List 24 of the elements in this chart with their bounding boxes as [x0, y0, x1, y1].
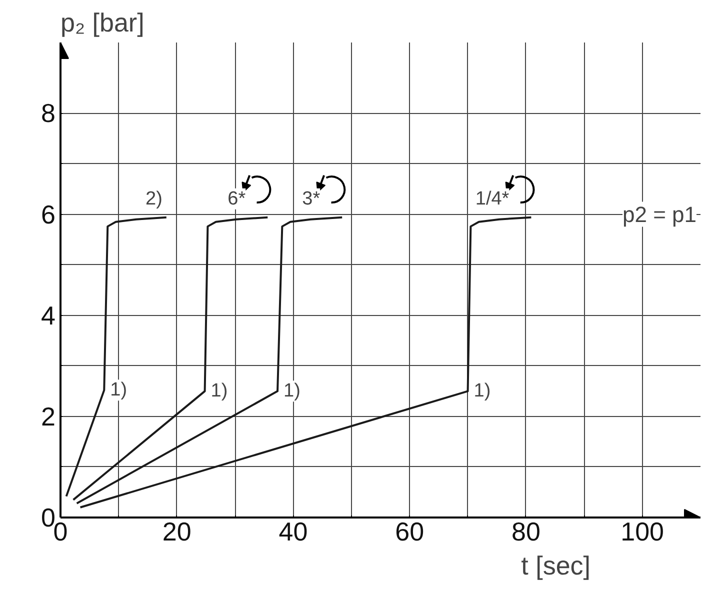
y-tick-label: 6: [41, 199, 56, 230]
y-axis-title: p₂ [bar]: [60, 8, 144, 38]
y-tick-label: 8: [41, 98, 56, 128]
x-tick-label: 20: [162, 516, 192, 546]
y-tick-label: 2: [41, 401, 56, 432]
annotation: 3*: [302, 188, 321, 210]
annotation: 1): [284, 380, 300, 402]
annotation: 1): [110, 380, 128, 401]
annotation: 1): [210, 380, 228, 402]
annotation: p2 = p1: [622, 202, 696, 227]
x-axis-title: t [sec]: [521, 550, 591, 580]
y-tick-label: 4: [41, 300, 56, 330]
x-tick-label: 100: [620, 516, 664, 546]
x-tick-label: 80: [511, 516, 540, 546]
annotation: 1): [474, 380, 491, 402]
annotation: 6*: [228, 188, 246, 210]
annotation: 2): [145, 188, 162, 210]
line-series: [65, 216, 168, 498]
x-tick-label: 60: [395, 516, 424, 546]
x-tick-label: 40: [278, 516, 308, 546]
line-series: [72, 216, 269, 501]
line-series: [76, 216, 344, 504]
annotation: 1/4*: [475, 188, 510, 210]
line-series: [79, 216, 532, 508]
